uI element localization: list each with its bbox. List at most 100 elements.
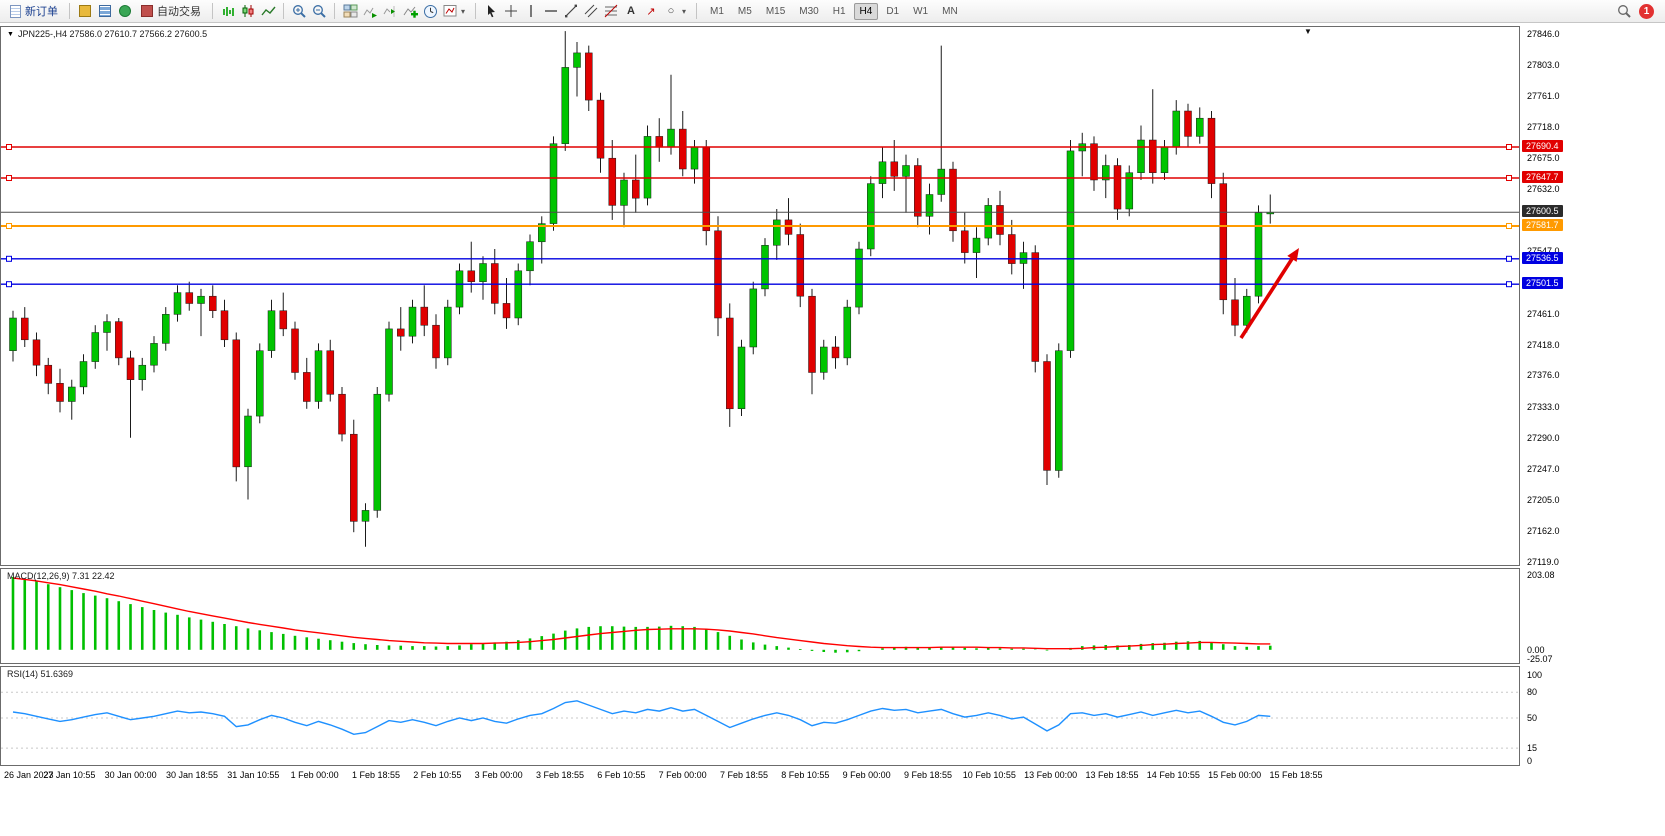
- auto-trading-button[interactable]: 自动交易: [136, 2, 206, 21]
- auto-trading-icon: [141, 5, 153, 17]
- hline-27501.5[interactable]: [1, 281, 1519, 288]
- zoom-in-icon[interactable]: [290, 2, 308, 21]
- toolbar: 新订单 自动交易 ▾: [0, 0, 1665, 23]
- time-label: 26 Jan 2023: [4, 770, 54, 780]
- notification-badge[interactable]: 1: [1639, 3, 1654, 19]
- time-label: 7 Feb 00:00: [658, 770, 707, 780]
- rsi-chart[interactable]: [1, 667, 1519, 765]
- price-tick: 27461.0: [1527, 308, 1560, 319]
- macd-label: MACD(12,26,9) 7.31 22.42: [7, 571, 115, 581]
- candlestick-chart-icon[interactable]: [239, 2, 257, 21]
- symbol-info: ▼ JPN225-,H4 27586.0 27610.7 27566.2 276…: [7, 29, 207, 39]
- macd-scale-tick: 0.00: [1527, 644, 1545, 655]
- timeframe-M30[interactable]: M30: [799, 5, 819, 17]
- time-label: 30 Jan 18:55: [165, 770, 219, 780]
- hline-27581.7[interactable]: [1, 223, 1519, 229]
- auto-scroll-icon[interactable]: [361, 2, 379, 21]
- price-tick: 27119.0: [1527, 557, 1559, 567]
- main-chart-pane[interactable]: ▼ JPN225-,H4 27586.0 27610.7 27566.2 276…: [0, 26, 1520, 566]
- symbol-info-expand-icon[interactable]: ▼: [7, 30, 14, 38]
- separator: [283, 3, 284, 19]
- market-watch-icon[interactable]: [76, 2, 94, 21]
- symbol-info-text: JPN225-,H4 27586.0 27610.7 27566.2 27600…: [17, 29, 208, 39]
- timeframe-MN[interactable]: MN: [942, 5, 958, 17]
- template-caret-icon[interactable]: ▾: [461, 6, 466, 16]
- macd-signal-line: [12, 577, 1271, 650]
- price-tick: 27675.0: [1527, 153, 1560, 164]
- timeframe-bar: M1 M5 M15 M30 H1 H4 D1 W1 MN: [703, 2, 965, 20]
- shapes-tool-icon[interactable]: ○: [667, 5, 675, 17]
- time-label: 6 Feb 10:55: [597, 770, 646, 780]
- indicators-icon[interactable]: [401, 2, 419, 21]
- macd-pane[interactable]: MACD(12,26,9) 7.31 22.42: [0, 568, 1520, 664]
- text-tool-icon[interactable]: A: [627, 5, 635, 17]
- crosshair-icon[interactable]: [502, 2, 520, 21]
- price-tick: 27418.0: [1527, 339, 1560, 350]
- price-tick: 27761.0: [1527, 90, 1560, 101]
- timeframe-H1[interactable]: H1: [832, 5, 846, 17]
- zoom-out-icon[interactable]: [310, 2, 328, 21]
- timeframe-M5[interactable]: M5: [737, 5, 752, 17]
- time-label: 3 Feb 00:00: [474, 770, 523, 780]
- timeframe-M15[interactable]: M15: [765, 5, 786, 17]
- price-badge-27501.5: 27501.5: [1522, 277, 1563, 290]
- timeframe-H4[interactable]: H4: [853, 2, 879, 20]
- data-window-icon[interactable]: [96, 2, 114, 21]
- trendline-icon[interactable]: [562, 2, 580, 21]
- macd-scale-tick: 203.08: [1527, 570, 1555, 580]
- hline-27690.4[interactable]: [1, 144, 1519, 150]
- timeframe-M1[interactable]: M1: [710, 5, 724, 17]
- time-label: 31 Jan 10:55: [227, 770, 280, 780]
- new-order-button[interactable]: 新订单: [5, 2, 63, 21]
- chart-shift-marker[interactable]: ▼: [1304, 27, 1312, 36]
- cursor-icon[interactable]: [482, 2, 500, 21]
- chart-shift-icon[interactable]: [381, 2, 399, 21]
- hline-27536.5[interactable]: [1, 255, 1519, 262]
- time-label: 3 Feb 18:55: [535, 770, 585, 780]
- vertical-line-icon[interactable]: [522, 2, 540, 21]
- price-tick: 27162.0: [1527, 525, 1560, 536]
- price-tick: 27803.0: [1527, 60, 1560, 71]
- tile-windows-icon[interactable]: [341, 2, 359, 21]
- search-icon[interactable]: [1615, 2, 1633, 21]
- time-label: 30 Jan 00:00: [104, 770, 157, 780]
- separator: [475, 3, 476, 19]
- rsi-label: RSI(14) 51.6369: [7, 669, 74, 679]
- rsi-scale-tick: 15: [1527, 743, 1538, 754]
- timeframe-W1[interactable]: W1: [913, 5, 929, 17]
- price-tick: 27205.0: [1527, 494, 1560, 505]
- new-order-label: 新订单: [25, 6, 58, 18]
- macd-chart[interactable]: [1, 569, 1519, 663]
- price-badge-27600.5: 27600.5: [1522, 205, 1563, 218]
- rsi-line: [12, 700, 1271, 736]
- channel-icon[interactable]: [582, 2, 600, 21]
- timeframe-D1[interactable]: D1: [886, 5, 900, 17]
- price-axis[interactable]: 27846.0 27803.0 27761.0 27718.0 27675.0 27632…: [1521, 26, 1665, 766]
- time-axis[interactable]: 26 Jan 2023 27 Jan 10:55 30 Jan 00:00 30 Ja…: [0, 768, 1520, 784]
- line-chart-icon[interactable]: [259, 2, 277, 21]
- navigator-icon[interactable]: [116, 2, 134, 21]
- bar-chart-icon[interactable]: [219, 2, 237, 21]
- time-label: 1 Feb 18:55: [351, 770, 401, 780]
- time-label: 13 Feb 00:00: [1024, 770, 1078, 780]
- price-tick: 27632.0: [1527, 184, 1560, 195]
- rsi-scale-tick: 100: [1527, 670, 1543, 680]
- trend-arrow[interactable]: [1239, 248, 1299, 339]
- rsi-scale-tick: 0: [1527, 756, 1533, 766]
- time-label: 15 Feb 00:00: [1208, 770, 1262, 780]
- time-label: 9 Feb 18:55: [903, 770, 953, 780]
- periods-icon[interactable]: [421, 2, 439, 21]
- horizontal-line-icon[interactable]: [542, 2, 560, 21]
- price-badge-27690.4: 27690.4: [1522, 140, 1563, 152]
- fibonacci-icon[interactable]: [602, 2, 620, 21]
- auto-trading-label: 自动交易: [157, 6, 201, 18]
- rsi-pane[interactable]: RSI(14) 51.6369: [0, 666, 1520, 766]
- hline-27647.7[interactable]: [1, 175, 1519, 181]
- template-icon[interactable]: [441, 2, 459, 21]
- time-label: 7 Feb 18:55: [719, 770, 769, 780]
- arrows-tool-icon[interactable]: ↗: [646, 5, 656, 18]
- time-label: 13 Feb 18:55: [1085, 770, 1139, 780]
- shapes-caret-icon[interactable]: ▾: [682, 6, 687, 16]
- price-badge-27581.7: 27581.7: [1522, 218, 1563, 231]
- candlestick-chart[interactable]: [1, 27, 1519, 565]
